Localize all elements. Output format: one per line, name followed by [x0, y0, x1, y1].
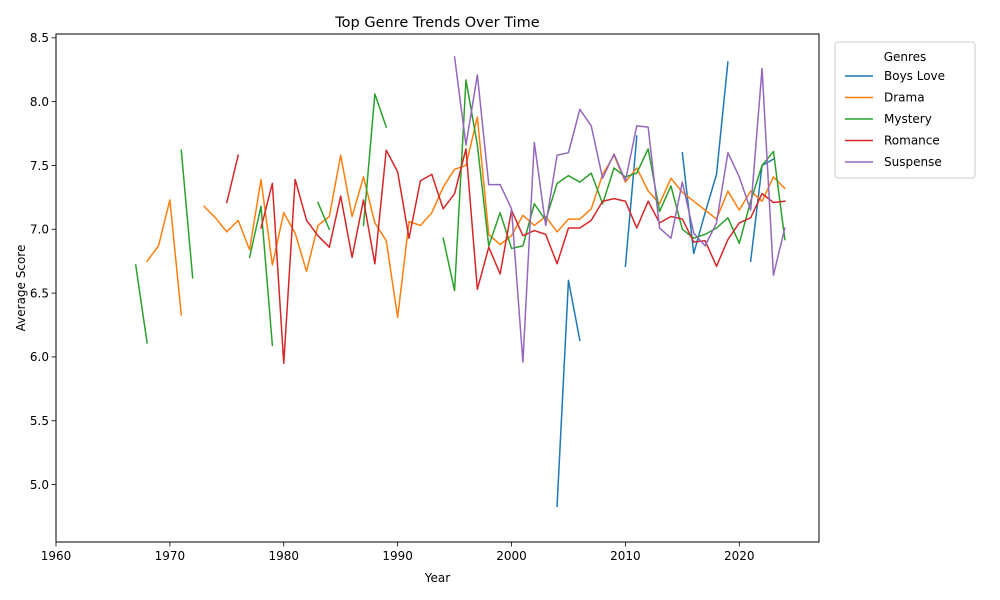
x-tick-label: 2010 — [610, 549, 641, 563]
x-tick-label: 2000 — [496, 549, 527, 563]
legend-label-romance: Romance — [884, 134, 940, 148]
y-tick-label: 8.5 — [30, 31, 49, 45]
series-line-mystery — [134, 79, 786, 347]
plot-frame — [55, 33, 820, 543]
x-tick-label: 1990 — [382, 549, 413, 563]
series-line-drama — [146, 116, 786, 319]
legend-label-drama: Drama — [884, 91, 925, 105]
series-line-suspense — [453, 56, 786, 363]
x-axis-label: Year — [424, 571, 450, 585]
y-tick-label: 5.0 — [30, 478, 49, 492]
legend: Genres Boys Love Drama Mystery Romance Suspe… — [834, 41, 976, 179]
x-tick-label: 2020 — [724, 549, 755, 563]
y-axis-label: Average Score — [14, 245, 28, 332]
y-tick-label: 6.0 — [30, 350, 49, 364]
y-tick-label: 6.5 — [30, 286, 49, 300]
legend-label-mystery: Mystery — [884, 112, 932, 126]
y-tick-label: 7.5 — [30, 159, 49, 173]
legend-label-suspense: Suspense — [884, 155, 942, 169]
y-axis: 5.0 5.5 6.0 6.5 7.0 7.5 8.0 8.5 — [30, 31, 56, 492]
x-tick-label: 1980 — [268, 549, 299, 563]
chart-title: Top Genre Trends Over Time — [334, 15, 539, 31]
y-tick-label: 8.0 — [30, 95, 49, 109]
y-tick-label: 7.0 — [30, 223, 49, 237]
x-tick-label: 1960 — [41, 549, 72, 563]
series-layer — [134, 56, 786, 508]
legend-items: Boys Love Drama Mystery Romance Suspense — [845, 69, 945, 169]
plot-area — [56, 34, 819, 542]
series-line-boys-love — [556, 61, 775, 508]
legend-title: Genres — [884, 50, 927, 64]
legend-label-boys-love: Boys Love — [884, 69, 945, 83]
y-tick-label: 5.5 — [30, 414, 49, 428]
series-line-romance — [225, 148, 786, 365]
x-axis: 1960 1970 1980 1990 2000 2010 2020 — [41, 542, 755, 563]
x-tick-label: 1970 — [155, 549, 186, 563]
